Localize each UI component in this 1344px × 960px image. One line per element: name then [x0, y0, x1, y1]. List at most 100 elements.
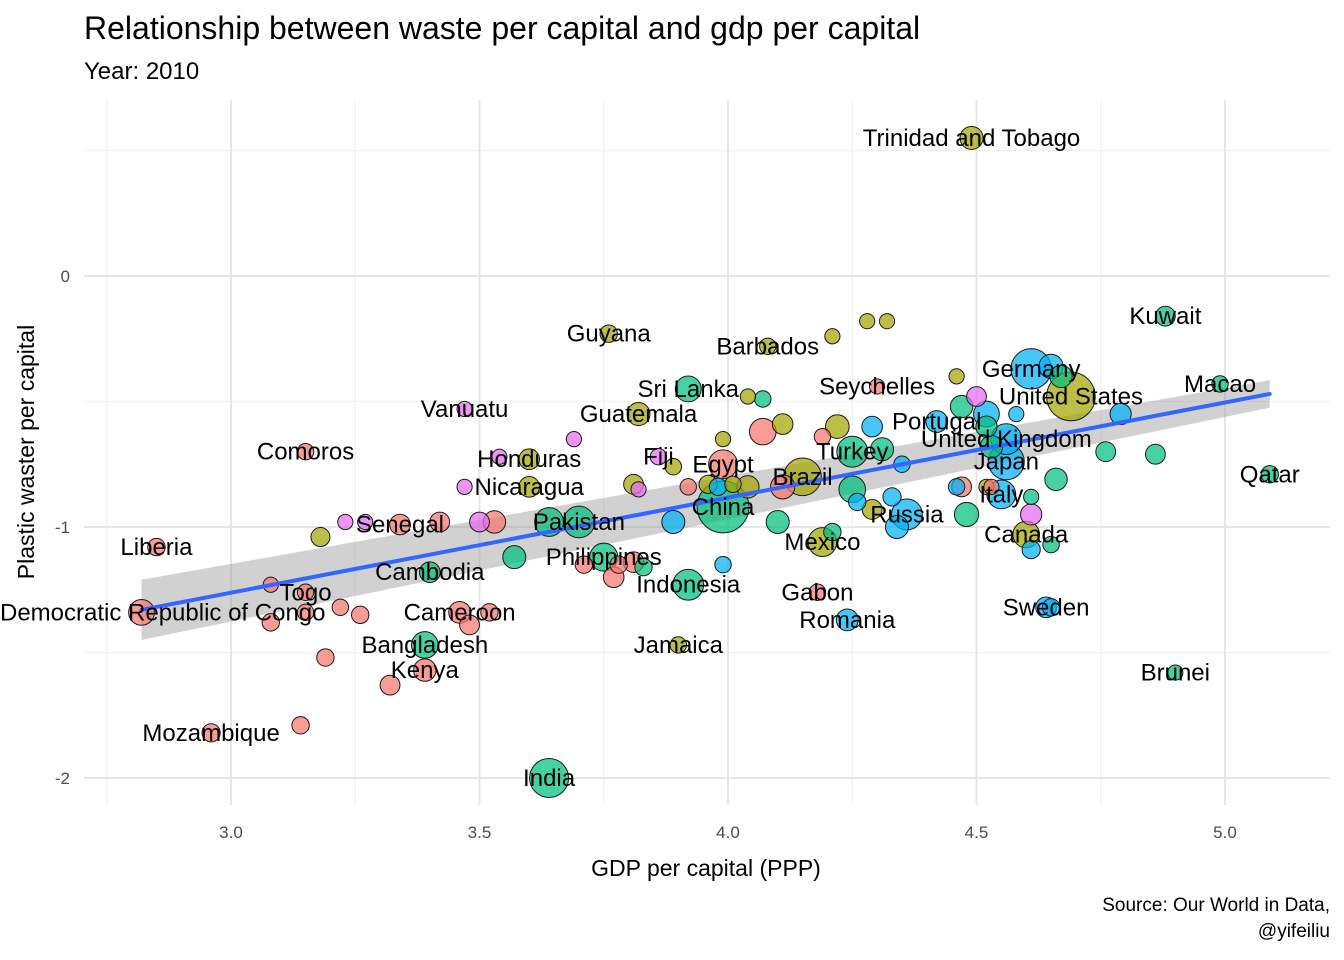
point-guatemala — [626, 402, 651, 427]
label-comoros: Comoros — [257, 439, 354, 466]
point — [679, 478, 697, 496]
point-portugal — [925, 410, 949, 433]
y-axis-title: Plastic waster per capital — [13, 325, 39, 579]
point — [771, 413, 794, 435]
point — [574, 555, 594, 574]
point — [1023, 488, 1040, 505]
point — [824, 328, 841, 345]
point-togo — [296, 583, 315, 601]
point — [296, 603, 315, 622]
label-italy: Italy — [979, 481, 1023, 508]
point-macao — [1211, 375, 1229, 393]
label-trinidad-and-tobago: Trinidad and Tobago — [863, 125, 1081, 152]
label-gabon: Gabon — [781, 579, 853, 606]
point — [813, 427, 832, 446]
point — [765, 509, 790, 534]
point-bangladesh — [411, 631, 439, 659]
point — [310, 527, 331, 548]
trend-line — [139, 391, 1272, 612]
x-tick-label: 4.5 — [965, 823, 989, 842]
point-vanuatu — [456, 400, 473, 418]
label-fiji: Fiji — [643, 444, 674, 471]
label-seychelles: Seychelles — [819, 373, 935, 400]
point-qatar — [1260, 465, 1279, 484]
point-indonesia — [672, 568, 705, 601]
caption-line-2: @yifeiliu — [1257, 921, 1330, 942]
point — [357, 513, 374, 531]
point-democratic-republic-of-congo — [128, 598, 155, 626]
label-egypt: Egypt — [692, 451, 754, 478]
label-turkey: Turkey — [816, 439, 888, 466]
label-united-kingdom: United Kingdom — [921, 426, 1092, 453]
label-mexico: Mexico — [784, 529, 860, 556]
point — [848, 492, 867, 512]
label-mozambique: Mozambique — [142, 720, 279, 747]
label-cameroon: Cameroon — [404, 599, 516, 626]
trend-line-layer — [139, 391, 1272, 612]
label-indonesia: Indonesia — [636, 572, 741, 599]
points-layer — [128, 125, 1279, 798]
point-turkey — [836, 435, 869, 468]
point-kenya — [413, 658, 437, 682]
point — [261, 613, 280, 632]
point — [859, 313, 876, 330]
point — [878, 313, 896, 330]
point — [1095, 441, 1117, 463]
chart-title: Relationship between waste per capital a… — [84, 10, 921, 46]
point — [480, 603, 499, 622]
point — [948, 368, 965, 385]
label-nicaragua: Nicaragua — [474, 474, 584, 501]
label-pakistan: Pakistan — [533, 509, 625, 536]
label-macao: Macao — [1184, 371, 1256, 398]
label-jamaica: Jamaica — [634, 632, 724, 659]
point — [884, 515, 909, 539]
point — [337, 513, 354, 531]
axis-ticks: 3.0 3.5 4.0 4.5 5.0 -2 -1 0 — [55, 267, 1237, 842]
label-senegal: Senegal — [356, 511, 444, 538]
point — [316, 648, 335, 667]
point — [459, 614, 480, 636]
point-seychelles — [869, 378, 886, 395]
point — [1021, 539, 1041, 560]
point-sri-lanka — [674, 375, 702, 403]
label-germany: Germany — [982, 356, 1081, 383]
grid-lines — [84, 100, 1330, 805]
point — [983, 478, 1000, 495]
point — [975, 415, 998, 438]
point-barbados — [759, 337, 777, 355]
y-tick-label: -1 — [55, 518, 70, 537]
point — [1041, 598, 1061, 617]
x-tick-label: 4.0 — [716, 823, 740, 842]
point-mozambique — [201, 723, 221, 743]
point — [502, 545, 527, 570]
point-brunei — [1167, 664, 1184, 681]
point — [882, 487, 902, 507]
label-russia: Russia — [870, 501, 944, 528]
point-senegal — [389, 513, 411, 536]
point — [739, 388, 756, 405]
chart-subtitle: Year: 2010 — [84, 58, 200, 85]
point — [825, 414, 850, 439]
point-cambodia — [419, 561, 441, 583]
point — [630, 481, 647, 498]
point — [664, 458, 683, 476]
point-labels-layer: Trinidad and Tobago Kuwait Guyana Barbados G… — [0, 125, 1300, 792]
label-canada: Canada — [984, 522, 1069, 549]
label-qatar: Qatar — [1240, 461, 1300, 488]
x-tick-label: 3.0 — [219, 823, 243, 842]
point — [429, 511, 451, 533]
point — [1042, 535, 1060, 554]
point-jamaica — [669, 636, 687, 654]
label-portugal: Portugal — [892, 409, 981, 436]
point-gabon — [808, 583, 827, 601]
point — [1008, 405, 1025, 423]
label-united-states: United States — [999, 383, 1143, 410]
point — [966, 386, 987, 407]
label-brazil: Brazil — [773, 464, 833, 491]
y-tick-label: 0 — [61, 267, 70, 286]
label-china: China — [692, 494, 755, 521]
point — [724, 475, 742, 494]
point — [1109, 402, 1132, 426]
point-romania — [835, 608, 859, 632]
point — [331, 598, 350, 617]
